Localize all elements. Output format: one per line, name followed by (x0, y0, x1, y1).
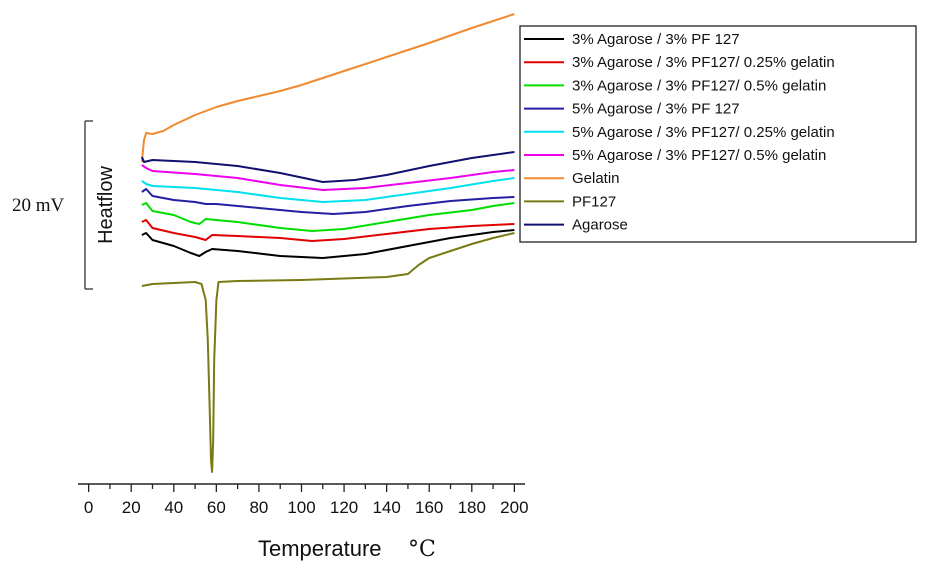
y-axis-label: Heatflow (95, 166, 117, 244)
x-tick-label: 40 (164, 498, 183, 517)
legend-label: 5% Agarose / 3% PF127/ 0.5% gelatin (572, 147, 826, 164)
series-line-7 (141, 232, 515, 473)
series-line-2 (141, 202, 515, 232)
x-axis-label: Temperature (258, 536, 382, 561)
legend-label: Gelatin (572, 170, 620, 187)
series-line-3 (141, 188, 515, 215)
legend-label: 3% Agarose / 3% PF127/ 0.25% gelatin (572, 54, 835, 71)
legend-label: PF127 (572, 193, 616, 210)
x-tick-label: 160 (415, 498, 443, 517)
x-tick-label: 180 (458, 498, 486, 517)
legend: 3% Agarose / 3% PF 127 3% Agarose / 3% PF… (519, 25, 917, 243)
x-tick-label: 80 (249, 498, 268, 517)
legend-label: 5% Agarose / 3% PF 127 (572, 101, 740, 118)
legend-items: 3% Agarose / 3% PF 127 3% Agarose / 3% PF… (524, 31, 835, 234)
x-tick-label: 100 (287, 498, 315, 517)
x-tick-label: 120 (330, 498, 358, 517)
scale-bar-label: 20 mV (12, 195, 65, 216)
legend-label: 3% Agarose / 3% PF 127 (572, 31, 740, 48)
series-line-4 (141, 177, 515, 203)
legend-label: 5% Agarose / 3% PF127/ 0.25% gelatin (572, 124, 835, 141)
series-line-5 (141, 164, 515, 191)
series-line-8 (140, 151, 515, 183)
legend-box (519, 25, 917, 243)
x-tick-label: 60 (207, 498, 226, 517)
series-line-1 (141, 219, 515, 242)
x-ticks: 0 20 40 60 80 100 120 140 160 180 200 (84, 484, 529, 517)
scale-bar: 20 mV (12, 120, 93, 290)
x-tick-label: 200 (500, 498, 528, 517)
x-tick-label: 140 (372, 498, 400, 517)
legend-label: Agarose (572, 217, 628, 234)
series-line-0 (141, 229, 515, 259)
x-tick-label: 20 (122, 498, 141, 517)
x-axis: 0 20 40 60 80 100 120 140 160 180 200 (78, 483, 529, 517)
x-tick-label: 0 (84, 498, 93, 517)
legend-label: 3% Agarose / 3% PF127/ 0.5% gelatin (572, 77, 826, 94)
x-axis-unit: °C (408, 537, 436, 562)
series-line-6 (140, 13, 515, 163)
curves-group (140, 13, 515, 473)
